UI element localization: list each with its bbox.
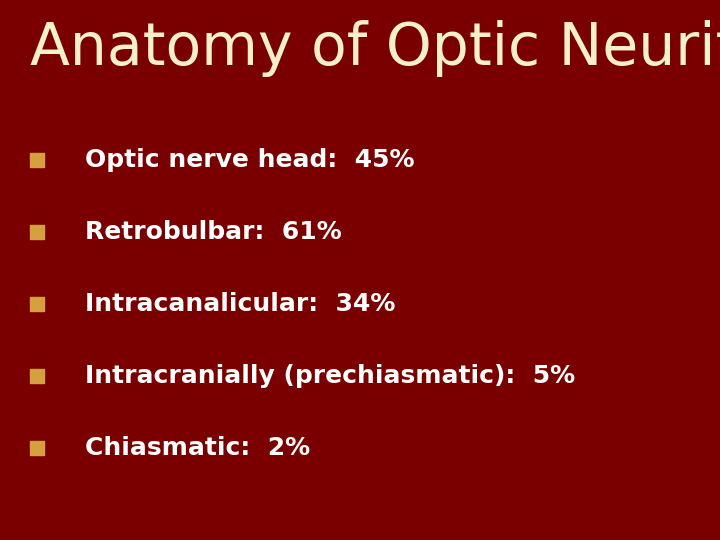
Bar [30, 369, 44, 383]
Text: Optic nerve head:  45%: Optic nerve head: 45% [85, 148, 415, 172]
Text: Anatomy of Optic Neuritis: Anatomy of Optic Neuritis [30, 20, 720, 77]
Bar [30, 153, 44, 167]
Text: Chiasmatic:  2%: Chiasmatic: 2% [85, 436, 310, 460]
Bar [30, 441, 44, 455]
Bar [30, 225, 44, 239]
Text: Intracranially (prechiasmatic):  5%: Intracranially (prechiasmatic): 5% [85, 364, 575, 388]
Text: Retrobulbar:  61%: Retrobulbar: 61% [85, 220, 342, 244]
Text: Intracanalicular:  34%: Intracanalicular: 34% [85, 292, 395, 316]
Bar [30, 297, 44, 311]
